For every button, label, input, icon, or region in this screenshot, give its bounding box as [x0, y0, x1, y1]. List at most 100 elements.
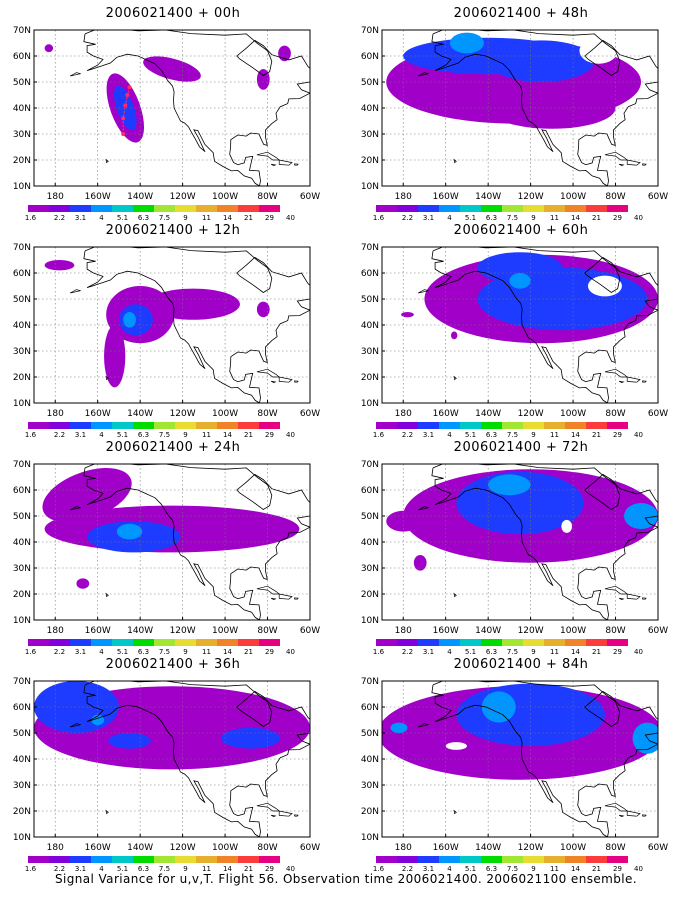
lat-label: 10N: [361, 182, 379, 192]
lon-label: 180: [395, 843, 412, 853]
map-plot-area: [34, 30, 310, 186]
map-plot-area: [382, 30, 658, 186]
panel-title: 2006021400 + 60h: [453, 223, 589, 238]
map-plot-area: [382, 681, 658, 837]
lon-label: 120W: [170, 843, 196, 853]
colorbar-swatch: [565, 639, 586, 646]
colorbar-label: 3.1: [75, 214, 86, 222]
variance-contour: [456, 683, 605, 746]
colorbar-swatch: [175, 639, 196, 646]
colorbar-swatch: [544, 856, 565, 863]
colorbar-label: 3.1: [423, 865, 434, 873]
colorbar-label: 2.2: [54, 648, 65, 656]
island-outline: [604, 585, 629, 595]
colorbar-swatch: [376, 639, 397, 646]
lat-label: 70N: [13, 26, 31, 36]
colorbar-swatch: [376, 205, 397, 212]
variance-contour: [146, 288, 240, 320]
lon-label: 180: [395, 626, 412, 636]
colorbar-label: 7.5: [159, 214, 170, 222]
lat-label: 10N: [13, 182, 31, 192]
island-outline: [278, 593, 293, 600]
colorbar-label: 4: [447, 648, 452, 656]
lon-label: 60W: [300, 626, 320, 636]
colorbar-swatch: [376, 856, 397, 863]
lat-label: 40N: [361, 755, 379, 765]
colorbar-swatch: [523, 856, 544, 863]
lon-label: 100W: [560, 409, 586, 419]
colorbar-swatch: [133, 856, 154, 863]
colorbar-label: 7.5: [159, 865, 170, 873]
colorbar-swatch: [502, 422, 523, 429]
colorbar-swatch: [607, 205, 628, 212]
variance-contour: [477, 252, 563, 284]
variance-contour: [116, 523, 143, 540]
island-outline: [417, 289, 429, 294]
colorbar-label: 11: [550, 648, 559, 656]
colorbar-label: 14: [571, 648, 580, 656]
lon-label: 140W: [127, 409, 153, 419]
lat-label: 20N: [13, 807, 31, 817]
colorbar-swatch: [49, 639, 70, 646]
lon-label: 60W: [300, 409, 320, 419]
island-outline: [642, 597, 647, 600]
colorbar-swatch: [439, 856, 460, 863]
panel-title: 2006021400 + 36h: [105, 657, 241, 672]
colorbar-label: 1.6: [373, 431, 385, 439]
colorbar-swatch: [586, 856, 607, 863]
colorbar-label: 4: [99, 214, 104, 222]
panel-title: 2006021400 + 24h: [105, 440, 241, 455]
colorbar-label: 29: [265, 214, 274, 222]
colorbar-swatch: [133, 205, 154, 212]
colorbar-label: 7.5: [507, 214, 518, 222]
lat-label: 10N: [13, 833, 31, 843]
island-outline: [278, 376, 293, 383]
lat-label: 60N: [13, 269, 31, 279]
island-outline: [642, 380, 647, 383]
colorbar-swatch: [481, 856, 502, 863]
coastline: [83, 681, 310, 837]
colorbar-label: 2.2: [402, 865, 413, 873]
coastline: [83, 464, 310, 620]
colorbar-label: 40: [634, 648, 643, 656]
island-outline: [604, 802, 629, 812]
island-outline: [270, 814, 277, 818]
lat-label: 50N: [13, 512, 31, 522]
colorbar-label: 14: [571, 865, 580, 873]
lat-label: 40N: [361, 321, 379, 331]
lat-label: 60N: [361, 52, 379, 62]
lat-label: 50N: [13, 729, 31, 739]
colorbar-swatch: [565, 856, 586, 863]
island-outline: [604, 368, 629, 378]
lat-label: 30N: [13, 564, 31, 574]
colorbar-swatch: [439, 205, 460, 212]
colorbar-swatch: [481, 639, 502, 646]
lon-label: 80W: [257, 626, 277, 636]
colorbar-swatch: [175, 856, 196, 863]
lat-label: 70N: [361, 26, 379, 36]
island-outline: [642, 814, 647, 817]
colorbar-swatch: [397, 205, 418, 212]
colorbar-label: 21: [244, 431, 253, 439]
variance-contour: [76, 578, 90, 589]
lon-label: 160W: [85, 843, 111, 853]
colorbar-swatch: [544, 422, 565, 429]
colorbar-label: 9: [531, 865, 535, 873]
lon-label: 120W: [518, 192, 544, 202]
lat-label: 60N: [361, 703, 379, 713]
island-outline: [270, 163, 277, 167]
island-outline: [618, 380, 625, 384]
lon-label: 180: [395, 192, 412, 202]
colorbar-swatch: [586, 205, 607, 212]
lat-label: 20N: [13, 373, 31, 383]
colorbar-label: 5.1: [465, 431, 476, 439]
lat-label: 60N: [13, 703, 31, 713]
island-outline: [417, 506, 429, 511]
lat-label: 40N: [13, 538, 31, 548]
island-outline: [626, 810, 641, 817]
map-panel: 2006021400 + 00h 10N 20N 30N 40N 50N 60N 70N 18…: [8, 6, 338, 222]
lon-label: 160W: [433, 409, 459, 419]
lon-label: 160W: [85, 626, 111, 636]
variance-contour: [123, 312, 136, 328]
colorbar-swatch: [523, 422, 544, 429]
